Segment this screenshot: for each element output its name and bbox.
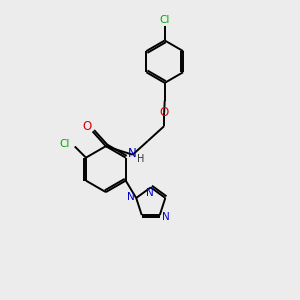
Text: N: N xyxy=(146,188,154,198)
Text: Cl: Cl xyxy=(160,15,170,26)
Text: O: O xyxy=(83,120,92,133)
Text: N: N xyxy=(128,147,136,160)
Text: Cl: Cl xyxy=(59,139,70,149)
Text: O: O xyxy=(160,106,169,119)
Text: N: N xyxy=(127,191,135,202)
Text: H: H xyxy=(137,154,145,164)
Text: N: N xyxy=(162,212,170,222)
